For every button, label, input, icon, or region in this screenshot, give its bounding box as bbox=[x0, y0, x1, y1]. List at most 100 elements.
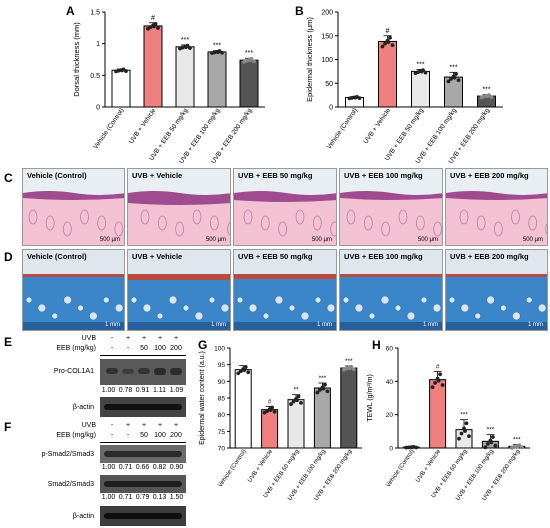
significance-label: # bbox=[436, 363, 440, 370]
band-quant-value: 0.13 bbox=[152, 494, 167, 501]
data-point bbox=[152, 24, 156, 29]
follicle bbox=[97, 215, 107, 231]
band-label-p-smad: p-Smad2/Smad3 bbox=[41, 451, 94, 458]
micrograph-label: UVB + EEB 200 mg/kg bbox=[450, 171, 529, 180]
significance-label: ** bbox=[293, 387, 299, 394]
eeb-row-label: EEB (mg/kg) bbox=[56, 345, 96, 352]
data-point bbox=[440, 383, 445, 387]
follicle bbox=[220, 303, 230, 313]
band-quant-value: 0.71 bbox=[118, 494, 133, 501]
uvb-lane-value: + bbox=[125, 422, 131, 429]
band-label-pro-col1a1: Pro-COL1A1 bbox=[53, 368, 94, 375]
data-point bbox=[414, 445, 419, 450]
muscle-layer bbox=[340, 322, 442, 330]
eeb-lane-value: 200 bbox=[170, 345, 182, 352]
follicle bbox=[114, 303, 124, 313]
significance-label: *** bbox=[482, 87, 490, 94]
y-tick-label: 50 bbox=[325, 81, 333, 88]
data-point bbox=[124, 69, 128, 73]
follicle bbox=[114, 221, 124, 237]
y-tick-label: 100 bbox=[321, 57, 333, 64]
bar bbox=[429, 379, 447, 449]
follicle bbox=[25, 296, 33, 304]
data-point bbox=[248, 58, 252, 63]
follicle bbox=[51, 312, 59, 320]
chart-dorsal-thickness: 0 0.5 1 1.5 Dorsal thickness (mm) Vehicle (Co… bbox=[72, 10, 265, 165]
x-tick-label: UVB + Vehicle bbox=[247, 448, 274, 484]
follicle bbox=[312, 215, 322, 231]
y-tick-label: 200 bbox=[321, 10, 333, 17]
band-quant-value: 1.00 bbox=[101, 494, 116, 501]
bar bbox=[287, 399, 305, 449]
band-quant-value: 0.71 bbox=[118, 464, 133, 471]
band-signal bbox=[104, 513, 182, 519]
uvb-lane-value: + bbox=[157, 422, 163, 429]
follicle bbox=[130, 296, 138, 304]
panel-label-a: A bbox=[66, 4, 75, 18]
band-quant-value: 0.91 bbox=[135, 387, 150, 394]
follicle bbox=[288, 304, 296, 312]
follicle bbox=[433, 221, 442, 237]
y-tick-label: 1 bbox=[96, 41, 100, 48]
band-signal bbox=[154, 368, 166, 375]
epidermis-layer bbox=[23, 274, 124, 277]
follicle bbox=[102, 296, 110, 304]
micrograph-he-4: UVB + EEB 100 mg/kg 500 μm bbox=[339, 168, 443, 246]
data-point bbox=[325, 389, 330, 394]
data-point bbox=[236, 371, 241, 376]
data-point bbox=[120, 68, 124, 73]
dermis-tissue bbox=[23, 195, 124, 245]
x-tick-label: Vehicle (Control) bbox=[217, 449, 247, 489]
y-axis-label: TEWL (g/m²/m) bbox=[367, 374, 374, 422]
follicle bbox=[420, 296, 428, 304]
bar bbox=[143, 25, 163, 108]
bar bbox=[111, 69, 131, 108]
muscle-layer bbox=[234, 322, 336, 330]
data-point bbox=[268, 408, 273, 412]
data-point bbox=[449, 77, 453, 81]
data-point bbox=[299, 400, 303, 405]
x-tick-label: UVB + Vehicle bbox=[128, 107, 158, 146]
significance-label: *** bbox=[319, 375, 327, 382]
micrograph-mt-1: Vehicle (Control) 1 mm bbox=[22, 249, 125, 331]
follicle bbox=[157, 215, 167, 231]
significance-label: *** bbox=[449, 64, 457, 71]
epidermis-layer bbox=[340, 191, 442, 200]
follicle bbox=[459, 209, 469, 225]
chart-epidermal-thickness: 0 50 100 150 200 Epidermal thickness (μm) Vehi… bbox=[305, 10, 503, 165]
follicle bbox=[243, 209, 253, 225]
data-point bbox=[315, 390, 320, 395]
y-tick-label: 0.5 bbox=[90, 73, 100, 80]
epidermis-layer bbox=[128, 274, 230, 280]
blot-band-pro-col1a1 bbox=[100, 359, 186, 385]
micrograph-label: UVB + EEB 50 mg/kg bbox=[238, 252, 313, 261]
y-tick-label: 90 bbox=[218, 379, 226, 386]
follicle bbox=[140, 209, 150, 225]
dermis-tissue bbox=[340, 195, 442, 245]
data-point bbox=[436, 378, 441, 383]
follicle bbox=[368, 312, 376, 320]
follicle bbox=[45, 215, 55, 231]
data-point bbox=[430, 385, 435, 390]
follicle bbox=[476, 215, 486, 231]
micrograph-row-he: Vehicle (Control) 500 μm UVB + Vehicle 5… bbox=[22, 168, 548, 246]
micrograph-mt-2: UVB + Vehicle 1 mm bbox=[127, 249, 231, 331]
x-tick-label: UVB + Vehicle bbox=[415, 448, 442, 484]
micrograph-label: UVB + EEB 200 mg/kg bbox=[450, 252, 529, 261]
x-tick-label: Vehicle (Control) bbox=[385, 449, 415, 489]
significance-label: # bbox=[151, 15, 155, 22]
data-point bbox=[388, 35, 392, 40]
epidermis-layer bbox=[23, 191, 124, 200]
uvb-lane-value: + bbox=[141, 422, 147, 429]
x-tick-label: UVB + Vehicle bbox=[362, 107, 392, 146]
band-quant-value: 1.11 bbox=[152, 387, 167, 394]
data-point bbox=[272, 409, 277, 414]
scale-bar-label: 500 μm bbox=[522, 237, 543, 243]
data-point bbox=[423, 70, 428, 75]
band-signal bbox=[106, 368, 118, 374]
uvb-lane-value: - bbox=[110, 422, 114, 429]
follicle bbox=[537, 303, 547, 313]
data-point bbox=[380, 44, 385, 49]
bar bbox=[261, 409, 279, 449]
eeb-lane-value: 100 bbox=[154, 345, 166, 352]
